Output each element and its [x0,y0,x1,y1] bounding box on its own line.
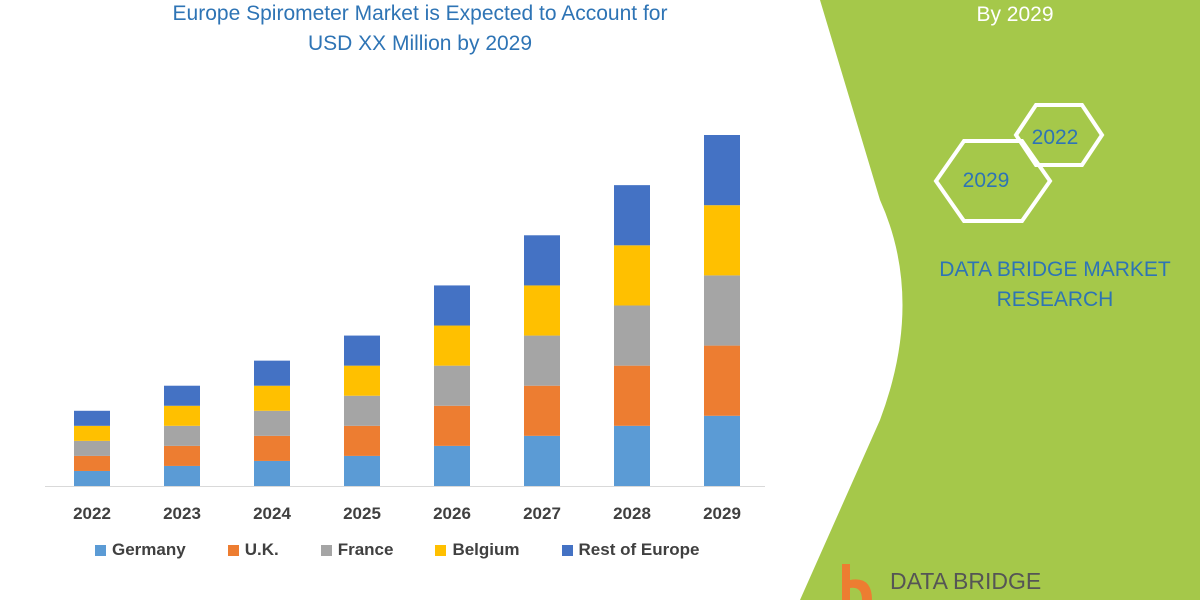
chart-title-line2: USD XX Million by 2029 [307,32,533,55]
bar-rest-of-europe-2023 [164,385,200,406]
x-tick-label: 2026 [433,504,471,523]
legend-swatch [95,544,106,556]
legend-swatch [227,544,239,556]
bar-u-k--2028 [614,365,650,426]
legend-item: U.K. [227,540,279,560]
hexagon-graphic [933,103,1105,223]
chart-title-line1: Europe Spirometer Market is Expected to … [172,2,668,25]
bar-france-2023 [164,425,200,446]
bar-france-2029 [704,275,740,346]
bar-belgium-2029 [704,205,740,276]
x-tick-label: 2025 [343,504,381,523]
hexagon-2022 [1013,103,1105,167]
bar-france-2028 [614,305,650,366]
bar-belgium-2028 [614,245,650,306]
legend-label: Rest of Europe [578,540,700,559]
bar-rest-of-europe-2028 [614,185,650,246]
legend-swatch [320,544,332,556]
legend-item: Germany [95,540,186,560]
legend-label: Belgium [452,540,520,559]
legend-item: France [320,540,394,560]
bar-germany-2025 [344,455,380,486]
bar-germany-2022 [74,470,110,486]
bar-belgium-2024 [254,385,290,411]
legend-label: France [337,540,394,559]
bar-france-2024 [254,410,290,436]
bar-france-2026 [434,365,470,406]
brand-line1: DATA BRIDGE MARKET [939,258,1171,281]
x-tick-label: 2027 [523,504,561,523]
bar-germany-2026 [434,445,470,486]
bar-u-k--2029 [704,345,740,416]
bar-rest-of-europe-2029 [704,135,740,206]
bar-u-k--2027 [524,385,560,436]
bar-belgium-2023 [164,405,200,426]
legend-label: U.K. [244,540,279,559]
x-tick-label: 2022 [73,504,111,523]
bar-u-k--2025 [344,425,380,456]
bar-france-2027 [524,335,560,386]
chart-plot: 2022 2023 2024 2025 2026 2027 2028 2029 [45,135,765,523]
x-tick-label: 2023 [163,504,201,523]
bar-germany-2023 [164,465,200,486]
x-tick-label: 2029 [703,504,741,523]
logo-icon [842,564,872,600]
legend-item: Belgium [435,540,520,560]
legend: Germany U.K. France Belgium Rest of Europe [95,540,741,560]
bar-belgium-2022 [74,425,110,441]
x-tick-label: 2024 [253,504,291,523]
bar-rest-of-europe-2027 [524,235,560,286]
legend-swatch [561,544,573,556]
bar-rest-of-europe-2024 [254,360,290,386]
bar-belgium-2025 [344,365,380,396]
bar-belgium-2026 [434,325,470,366]
bar-germany-2027 [524,435,560,486]
bar-u-k--2023 [164,445,200,466]
bar-u-k--2026 [434,405,470,446]
hex-2022-label: 2022 [1031,126,1079,149]
bar-germany-2029 [704,415,740,486]
bar-rest-of-europe-2026 [434,285,470,326]
bar-belgium-2027 [524,285,560,336]
green-panel [800,0,1200,600]
hex-2029-label: 2029 [962,169,1010,192]
bar-rest-of-europe-2022 [74,410,110,426]
bar-germany-2028 [614,425,650,486]
brand-text: DATA BRIDGE MARKET RESEARCH [920,255,1190,315]
bar-france-2025 [344,395,380,426]
bar-germany-2024 [254,460,290,486]
brand-line2: RESEARCH [996,288,1114,311]
legend-label: Germany [112,540,186,559]
by-year-label: By 2029 [976,3,1054,26]
bar-u-k--2022 [74,455,110,471]
bar-france-2022 [74,440,110,456]
logo-text: DATA BRIDGE [890,568,1042,594]
legend-item: Rest of Europe [561,540,700,560]
hexagon-2029 [933,139,1053,223]
bar-rest-of-europe-2025 [344,335,380,366]
legend-swatch [435,544,447,556]
x-tick-label: 2028 [613,504,651,523]
bar-u-k--2024 [254,435,290,461]
